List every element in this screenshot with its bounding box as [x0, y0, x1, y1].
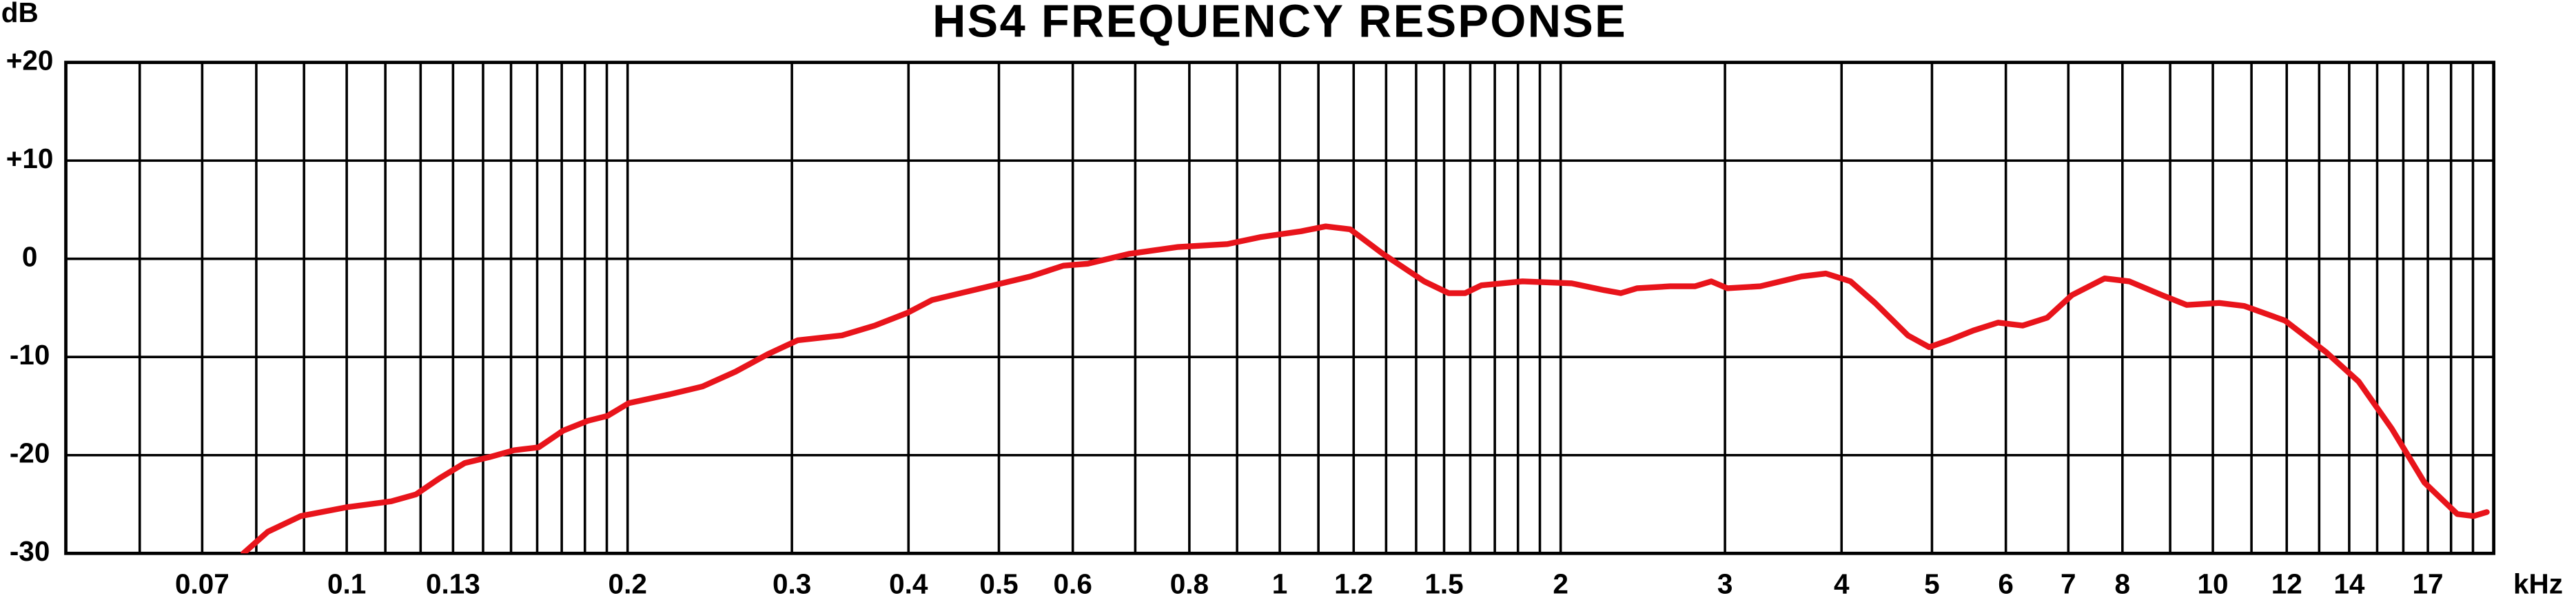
x-tick-label: 0.8 [1170, 568, 1209, 600]
x-tick-label: 0.3 [773, 568, 811, 600]
x-tick-label: 1.5 [1424, 568, 1463, 600]
x-tick-label: 7 [2061, 568, 2076, 600]
x-axis-label: kHz [2513, 568, 2563, 600]
x-tick-label: 10 [2198, 568, 2229, 600]
y-tick-label: 0 [22, 240, 38, 272]
x-tick-label: 1 [1272, 568, 1288, 600]
y-axis-label: dB [1, 0, 39, 28]
y-tick-label: -30 [10, 535, 50, 567]
y-tick-label: -10 [10, 339, 50, 371]
x-tick-label: 0.07 [175, 568, 229, 600]
x-tick-label: 0.4 [889, 568, 928, 600]
x-tick-label: 6 [1998, 568, 2014, 600]
x-tick-label: 4 [1834, 568, 1850, 600]
x-tick-label: 0.5 [979, 568, 1018, 600]
x-tick-label: 14 [2333, 568, 2365, 600]
x-tick-label: 8 [2115, 568, 2131, 600]
x-tick-label: 2 [1553, 568, 1568, 600]
x-tick-label: 5 [1924, 568, 1940, 600]
x-tick-label: 3 [1717, 568, 1733, 600]
x-tick-label: 0.6 [1054, 568, 1092, 600]
x-tick-label: 1.2 [1334, 568, 1373, 600]
y-tick-label: +20 [6, 44, 54, 76]
x-tick-label: 12 [2271, 568, 2302, 600]
x-tick-label: 0.13 [426, 568, 480, 600]
y-tick-label: -20 [10, 437, 50, 468]
x-tick-label: 0.2 [609, 568, 647, 600]
chart-title: HS4 FREQUENCY RESPONSE [932, 0, 1627, 47]
series-group [241, 223, 2490, 554]
y-tick-label: +10 [6, 143, 54, 174]
response-line [241, 223, 2490, 554]
x-tick-label: 0.1 [327, 568, 366, 600]
x-tick-label: 17 [2413, 568, 2444, 600]
